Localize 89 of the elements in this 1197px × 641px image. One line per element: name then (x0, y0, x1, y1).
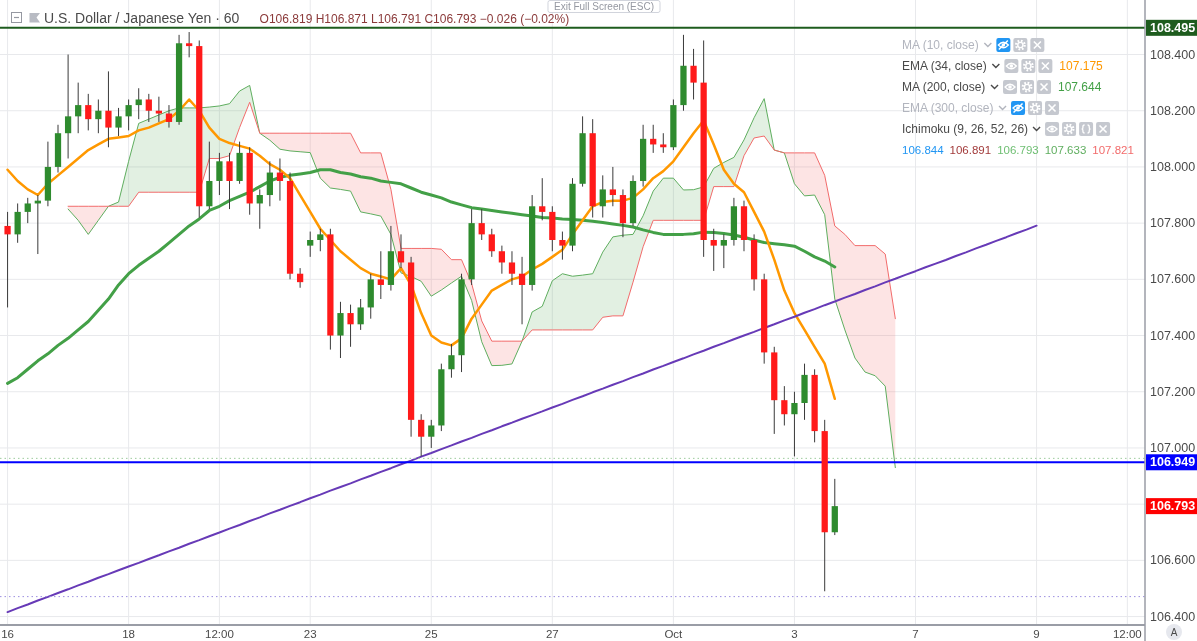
x-tick-label: 18 (122, 628, 136, 640)
text: O106.819 H106.871 L106.791 C106.793 −0.026 (−0.02%) (259, 12, 570, 26)
candlestick (276, 158, 284, 202)
candlestick (317, 228, 324, 252)
candlestick (105, 70, 112, 148)
candlestick (135, 87, 142, 120)
candlestick (791, 391, 798, 457)
y-tick-label: 107.400 (1150, 328, 1196, 343)
annotation: 106.793 (997, 144, 1039, 156)
candlestick (115, 107, 122, 137)
ref-line-label: 106.949 (1150, 455, 1196, 470)
x-tick-label: 7 (912, 628, 919, 640)
line-series (6, 168, 837, 385)
annotation: MA (200, close) (902, 80, 986, 94)
candlestick (75, 82, 82, 134)
candlestick (256, 188, 263, 230)
candlestick (508, 250, 516, 286)
y-tick-label: 108.200 (1150, 103, 1196, 118)
candlestick (428, 419, 435, 449)
candlestick (660, 132, 667, 154)
candlestick (347, 304, 354, 348)
candlestick (609, 166, 616, 207)
y-tick-label: 106.400 (1150, 609, 1196, 624)
candlestick (296, 267, 304, 289)
candlestick (720, 233, 727, 269)
y-tick-label: 108.400 (1150, 47, 1196, 62)
annotation: 106.891 (949, 144, 992, 156)
candlestick (397, 233, 405, 269)
candlestick (85, 93, 92, 131)
candlestick (145, 93, 152, 123)
x-tick-label: 23 (303, 628, 317, 640)
candlestick (307, 231, 314, 258)
y-tick-label: 107.600 (1150, 272, 1196, 287)
candlestick (488, 228, 495, 258)
x-tick-label: 25 (424, 628, 438, 640)
candlestick (95, 98, 102, 134)
candlestick (337, 301, 344, 359)
candlestick (155, 96, 163, 123)
x-tick-label: Oct (664, 628, 684, 640)
candlestick (539, 177, 546, 221)
candlestick (165, 104, 173, 129)
ref-line-label: 108.495 (1150, 20, 1196, 35)
annotation: MA (10, close) (902, 38, 979, 52)
candlestick (186, 31, 193, 58)
y-tick-label: 107.800 (1150, 216, 1196, 231)
candlestick (710, 228, 717, 272)
annotation: Exit Full Screen (ESC) (553, 1, 655, 12)
candlestick (226, 152, 233, 210)
annotation: EMA (300, close) (902, 101, 994, 115)
annotation: Ichimoku (9, 26, 52, 26) (902, 122, 1029, 136)
candlestick (24, 197, 31, 224)
annotation: 107.644 (1058, 80, 1102, 94)
candlestick (4, 211, 11, 308)
text: A (1170, 626, 1178, 638)
x-tick-label: 3 (791, 628, 798, 640)
x-tick-label: 27 (545, 628, 559, 640)
x-tick-label: 9 (1033, 628, 1040, 640)
y-tick-label: 107.200 (1150, 384, 1196, 399)
x-tick-label: 12:00 (205, 628, 234, 640)
y-tick-label: 106.600 (1150, 553, 1196, 568)
annotation: EMA (34, close) (902, 59, 987, 73)
candlestick (14, 202, 21, 244)
annotation: 107.175 (1059, 59, 1104, 73)
candlestick (216, 152, 223, 196)
candlestick (478, 208, 485, 241)
text: U.S. Dollar / Japanese Yen · 60 (44, 10, 240, 26)
candlestick (64, 54, 72, 159)
y-tick-label: 107.000 (1150, 440, 1196, 455)
candlestick (781, 385, 788, 426)
candlestick (599, 174, 606, 219)
candlestick (498, 245, 506, 275)
candlestick (418, 413, 425, 457)
x-tick-label: 16 (1, 628, 14, 640)
candlestick (377, 250, 384, 300)
line-series (6, 224, 1038, 614)
text: 106.793 (1150, 499, 1196, 514)
candlestick (518, 256, 526, 325)
x-tick-label: 12:00 (1112, 628, 1142, 640)
candlestick (448, 343, 455, 379)
line-series (67, 101, 896, 342)
y-tick-label: 108.000 (1150, 159, 1196, 174)
candlestick (266, 160, 273, 207)
candlestick (690, 48, 697, 100)
candlestick (559, 231, 566, 261)
candlestick (125, 98, 132, 131)
annotation: 107.821 (1092, 144, 1134, 156)
annotation: 106.844 (902, 144, 945, 156)
candlestick (357, 298, 364, 331)
annotation: 107.633 (1044, 144, 1087, 156)
